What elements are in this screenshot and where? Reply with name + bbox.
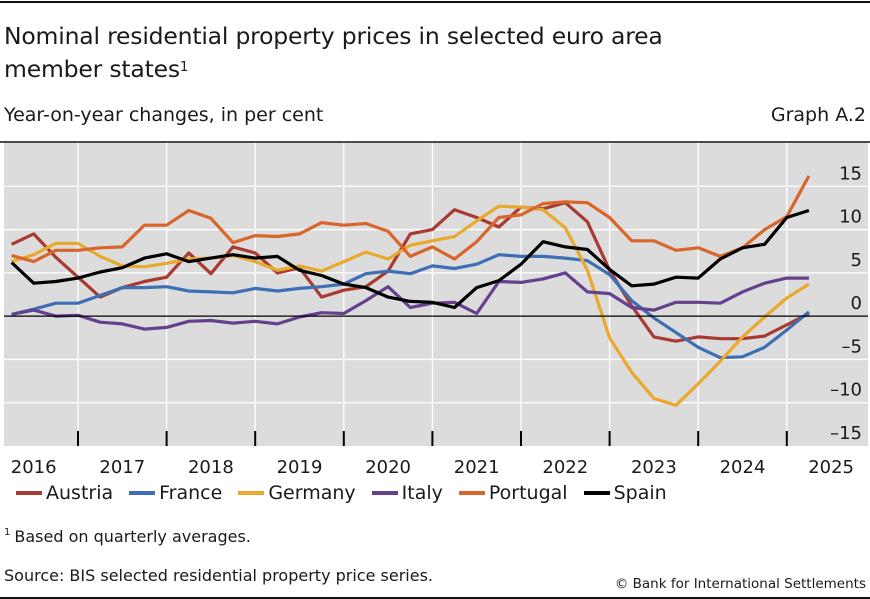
series-line-germany <box>11 204 810 407</box>
chart-title: Nominal residential property prices in s… <box>4 20 704 86</box>
series-line-france <box>11 253 810 360</box>
gridlines <box>4 143 868 446</box>
chart-subtitle: Year-on-year changes, in per cent <box>4 104 324 126</box>
top-rule <box>0 1 870 3</box>
series-line-italy <box>11 271 809 331</box>
legend-label: France <box>159 482 223 504</box>
legend-label: Austria <box>46 482 114 504</box>
line-chart: 2016 2017 2018 2019 2020 2021 2022 2023 2024 2025… <box>0 141 870 475</box>
footnote-mark: 1 <box>4 527 11 538</box>
legend: Austria France Germany Italy Portugal Spain <box>16 482 683 504</box>
y-tick-label: 5 <box>851 250 862 271</box>
y-tick-label: –5 <box>842 336 862 357</box>
legend-label: Spain <box>613 482 667 504</box>
x-tick-label: 2021 <box>454 457 500 475</box>
x-tick-label: 2023 <box>631 457 677 475</box>
legend-item-italy: Italy <box>371 482 443 504</box>
legend-item-germany: Germany <box>238 482 356 504</box>
legend-swatch <box>238 491 265 495</box>
x-tick-label: 2016 <box>11 457 57 475</box>
x-axis: 2016 2017 2018 2019 2020 2021 2022 2023 2024 2025 <box>11 431 854 475</box>
series-line-austria <box>10 201 810 343</box>
legend-label: Italy <box>401 482 443 504</box>
bottom-rule <box>0 597 870 599</box>
x-tick-label: 2022 <box>542 457 588 475</box>
x-tick-label: 2025 <box>808 457 854 475</box>
series-lines <box>4 175 868 407</box>
graph-id-label: Graph A.2 <box>770 104 866 126</box>
y-axis: 15 10 5 0 –5 –10 –15 <box>830 163 862 444</box>
legend-item-spain: Spain <box>583 482 667 504</box>
legend-swatch <box>16 491 42 495</box>
y-tick-label: 10 <box>839 207 862 228</box>
footnote-text: Based on quarterly averages. <box>14 527 251 546</box>
y-tick-label: 0 <box>851 293 862 314</box>
legend-swatch <box>583 491 610 495</box>
y-tick-label: –10 <box>830 380 862 401</box>
copyright-note: © Bank for International Settlements <box>614 576 866 592</box>
title-footnote-mark: 1 <box>179 60 189 75</box>
plot-area <box>0 141 870 446</box>
source-note: Source: BIS selected residential propert… <box>4 566 433 585</box>
legend-item-austria: Austria <box>16 482 113 504</box>
y-tick-label: 15 <box>839 163 862 184</box>
legend-swatch <box>371 491 398 495</box>
legend-item-portugal: Portugal <box>458 482 568 504</box>
x-tick-label: 2024 <box>720 457 766 475</box>
series-line-spain <box>10 208 810 310</box>
series-line-portugal <box>11 175 811 264</box>
y-tick-label: –15 <box>830 423 862 444</box>
legend-item-france: France <box>129 482 222 504</box>
legend-label: Germany <box>268 482 356 504</box>
chart-title-text: Nominal residential property prices in s… <box>4 22 663 83</box>
legend-swatch <box>458 491 485 495</box>
x-tick-label: 2018 <box>188 457 234 475</box>
footnote: 1 Based on quarterly averages. <box>4 527 251 546</box>
x-tick-label: 2017 <box>99 457 145 475</box>
x-tick-label: 2020 <box>365 457 411 475</box>
legend-swatch <box>129 491 156 495</box>
plot-background <box>4 143 868 446</box>
legend-label: Portugal <box>488 482 568 504</box>
x-tick-label: 2019 <box>277 457 323 475</box>
